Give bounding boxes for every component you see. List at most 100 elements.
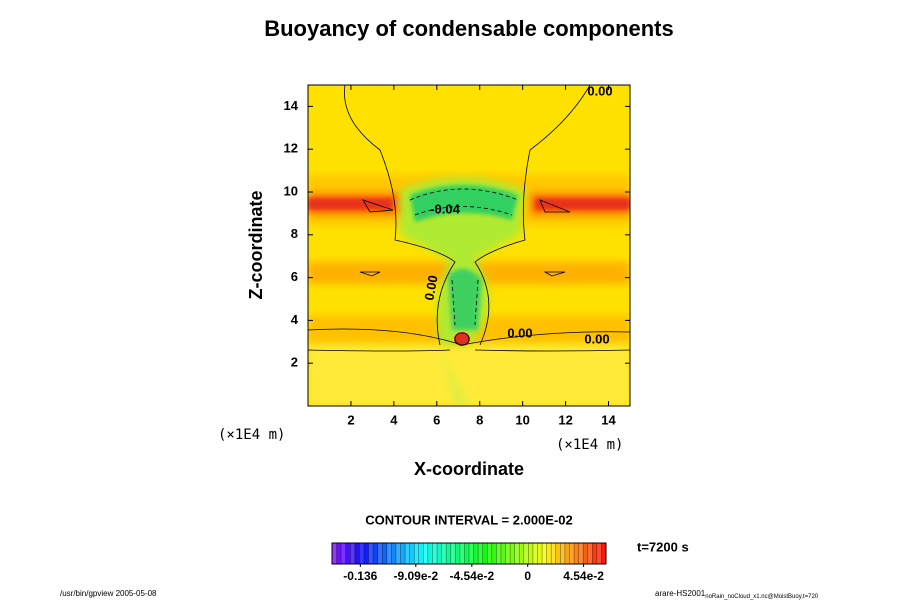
colorbar-segment <box>336 543 342 564</box>
y-tick-label: 14 <box>284 98 299 113</box>
colorbar-segment <box>514 543 520 564</box>
colorbar-segment <box>354 543 360 564</box>
contour-label: 0.00 <box>584 331 609 346</box>
colorbar-segment <box>350 543 356 564</box>
colorbar-segment <box>469 543 474 564</box>
colorbar-tick-label: 4.54e-2 <box>563 569 604 583</box>
colorbar-segment <box>601 543 607 564</box>
colorbar-segment <box>528 543 534 564</box>
x-tick-label: 2 <box>347 412 354 427</box>
colorbar-segment <box>441 543 447 564</box>
x-tick-label: 14 <box>601 412 616 427</box>
colorbar-segment <box>345 543 351 564</box>
colorbar-segment <box>587 543 593 564</box>
colorbar-segment <box>391 543 397 564</box>
colorbar-segment <box>473 543 479 564</box>
footer-left: /usr/bin/gpview 2005-05-08 <box>60 589 157 598</box>
colorbar-segment <box>510 543 515 564</box>
colorbar-segment <box>414 543 420 564</box>
colorbar-segment <box>395 543 401 564</box>
colorbar-segment <box>560 543 566 564</box>
colorbar-segment <box>382 543 388 564</box>
colorbar-segment <box>551 543 557 564</box>
colorbar-segment <box>519 543 525 564</box>
colorbar-segment <box>596 543 602 564</box>
colorbar-segment <box>578 543 584 564</box>
colorbar-segment <box>478 543 483 564</box>
colorbar-tick-label: 0 <box>524 569 531 583</box>
colorbar-segment <box>459 543 465 564</box>
contour-label: 0.00 <box>507 325 532 340</box>
colorbar-tick-label: -0.136 <box>343 569 377 583</box>
colorbar-segment <box>423 543 429 564</box>
colorbar-segment <box>487 543 493 564</box>
colorbar-segment <box>555 543 561 564</box>
footer-right: arare-HS2001noRain_noCloud_x1.nc@MoistBu… <box>655 589 819 599</box>
colorbar-tick-label: -4.54e-2 <box>449 569 494 583</box>
x-tick-label: 4 <box>390 412 398 427</box>
colorbar-segment <box>564 543 570 564</box>
plot-frame <box>307 84 631 407</box>
contour-field <box>308 85 630 406</box>
colorbar-tick-label: -9.09e-2 <box>393 569 438 583</box>
contour-label: 0.00 <box>587 83 612 98</box>
colorbar-segment <box>537 543 543 564</box>
time-label: t=7200 s <box>637 539 689 554</box>
marks: 2 4 6 8 10 12 14 2 4 6 8 10 12 14 0.00 -0.04 0.00 0.00 0.0… <box>284 83 630 583</box>
footer-right-sub: noRain_noCloud_x1.nc@MoistBuoy,t=720 <box>705 594 819 600</box>
contour-label: 0.00 <box>421 274 440 302</box>
y-tick-label: 2 <box>291 355 298 370</box>
colorbar-segment <box>491 543 497 564</box>
colorbar-segment <box>542 543 547 564</box>
colorbar-segment <box>437 543 442 564</box>
colorbar-segment <box>332 543 337 564</box>
contour-label: -0.04 <box>430 201 460 216</box>
y-tick-label: 6 <box>291 269 298 284</box>
contour-interval: CONTOUR INTERVAL = 2.000E-02 <box>365 512 572 527</box>
colorbar-segment <box>583 543 589 564</box>
colorbar-segment <box>427 543 433 564</box>
x-axis-label: X-coordinate <box>414 459 524 479</box>
y-tick-label: 8 <box>291 226 298 241</box>
colorbar-segment <box>359 543 365 564</box>
colorbar-segment <box>496 543 502 564</box>
colorbar-segment <box>574 543 579 564</box>
x-tick-label: 8 <box>476 412 483 427</box>
colorbar-segment <box>368 543 374 564</box>
colorbar-segment <box>377 543 383 564</box>
colorbar-segment <box>455 543 461 564</box>
colorbar-segment <box>482 543 488 564</box>
y-tick-label: 10 <box>284 183 298 198</box>
colorbar-segment <box>400 543 406 564</box>
colorbar-segment <box>464 543 470 564</box>
colorbar-segment <box>405 543 410 564</box>
footer-right-main: arare-HS2001 <box>655 589 706 598</box>
colorbar-segment <box>373 543 378 564</box>
x-tick-label: 10 <box>515 412 529 427</box>
colorbar-segment <box>446 543 452 564</box>
x-unit: (×1E4 m) <box>556 437 623 453</box>
colorbar-segment <box>432 543 438 564</box>
colorbar-segment <box>532 543 538 564</box>
colorbar-segment <box>363 543 369 564</box>
y-tick-label: 12 <box>284 141 298 156</box>
colorbar-segment <box>523 543 529 564</box>
colorbar-segment <box>500 543 506 564</box>
colorbar-segment <box>450 543 456 564</box>
colorbar-segment <box>505 543 511 564</box>
colorbar-segment <box>409 543 415 564</box>
colorbar-segment <box>592 543 598 564</box>
chart-title: Buoyancy of condensable components <box>264 16 674 41</box>
y-tick-label: 4 <box>291 312 299 327</box>
y-axis-label: Z-coordinate <box>246 190 266 299</box>
colorbar-segment <box>341 543 346 564</box>
y-unit: (×1E4 m) <box>218 427 285 443</box>
colorbar-segment <box>386 543 392 564</box>
colorbar-segment <box>546 543 552 564</box>
colorbar-frame <box>331 542 607 565</box>
x-tick-label: 6 <box>433 412 440 427</box>
colorbar-segment <box>569 543 575 564</box>
x-tick-label: 12 <box>558 412 572 427</box>
colorbar-segment <box>418 543 424 564</box>
